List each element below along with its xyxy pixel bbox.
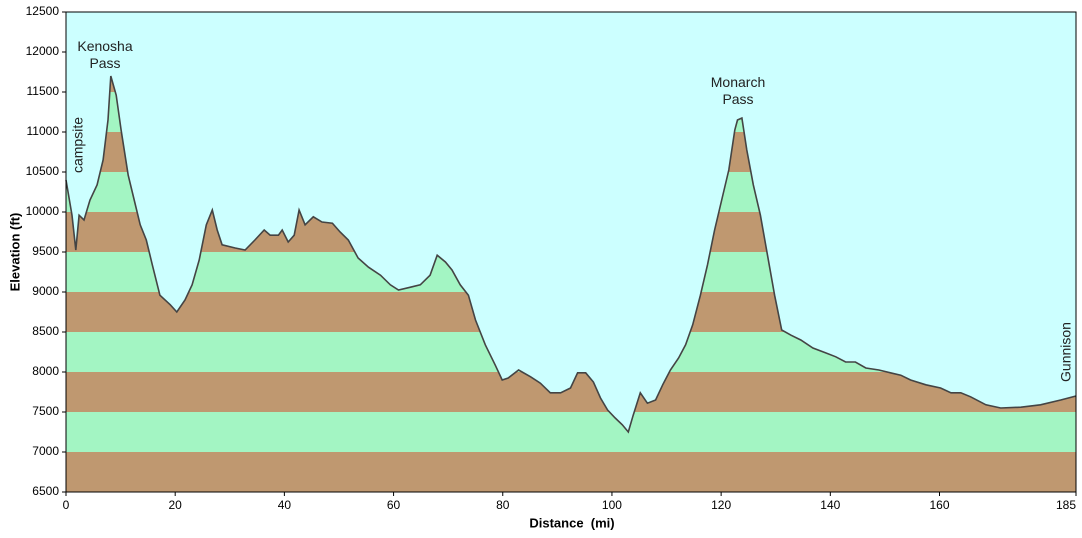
y-tick-label: 10500 [26, 164, 60, 178]
annotation: Kenosha Pass [77, 38, 132, 71]
annotation: Gunnison [1058, 322, 1074, 382]
y-tick-label: 7500 [32, 404, 59, 418]
y-tick-label: 12500 [26, 4, 60, 18]
y-axis-title: Elevation (ft) [7, 213, 22, 292]
y-tick-label: 9500 [32, 244, 59, 258]
annotation: Monarch Pass [711, 74, 765, 107]
y-tick-label: 6500 [32, 484, 59, 498]
annotation: campsite [70, 117, 86, 173]
x-tick-label: 20 [169, 498, 183, 512]
elevation-band [66, 452, 1076, 492]
y-tick-label: 10000 [26, 204, 60, 218]
y-tick-label: 7000 [32, 444, 59, 458]
y-tick-label: 12000 [26, 44, 60, 58]
y-tick-label: 8000 [32, 364, 59, 378]
y-tick-label: 11500 [27, 84, 60, 98]
x-axis-title: Distance (mi) [529, 515, 614, 530]
x-tick-label: 40 [278, 498, 292, 512]
elevation-band [66, 412, 1076, 452]
x-tick-label: 120 [711, 498, 731, 512]
x-tick-label: 140 [820, 498, 840, 512]
x-tick-label: 160 [929, 498, 949, 512]
x-tick-label: 0 [63, 498, 70, 512]
x-tick-label: 60 [387, 498, 401, 512]
y-tick-label: 11000 [27, 124, 60, 138]
x-tick-label: 80 [496, 498, 510, 512]
y-tick-label: 8500 [32, 324, 59, 338]
x-tick-label: 100 [602, 498, 622, 512]
x-tick-label: 185 [1056, 498, 1076, 512]
elevation-line [65, 75, 1077, 434]
y-tick-label: 9000 [32, 284, 59, 298]
